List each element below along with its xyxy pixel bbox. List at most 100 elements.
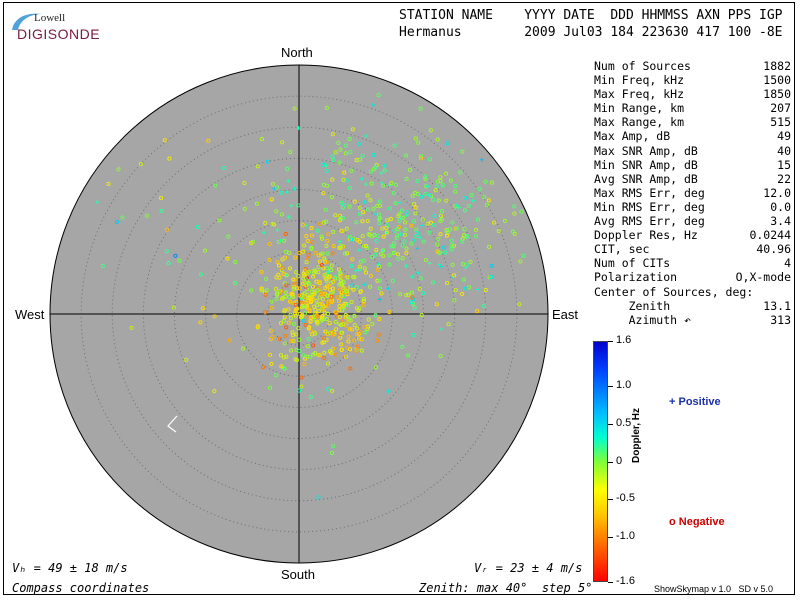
positive-source-marker [262,230,267,235]
negative-source-marker [291,277,296,282]
negative-source-marker [387,262,392,267]
negative-source-marker [352,275,357,280]
negative-source-marker [291,294,296,299]
negative-source-marker [144,213,149,218]
colorbar-tick-label: -1.6 [616,575,635,587]
negative-source-marker [438,354,443,359]
negative-source-marker [293,302,298,307]
negative-source-marker [222,165,227,171]
negative-source-marker [116,167,121,172]
colorbar-tick-label: -1.0 [616,530,635,542]
negative-source-marker [330,154,335,159]
negative-source-marker [303,322,308,327]
negative-source-marker [361,210,366,215]
negative-source-marker [512,211,517,216]
negative-source-marker [336,298,342,303]
negative-source-marker [363,270,368,275]
stat-label: Center of Sources, deg: [594,284,754,299]
negative-source-marker [349,299,354,304]
negative-source-marker [356,142,361,147]
negative-source-marker [249,288,254,293]
negative-source-marker [349,237,354,242]
negative-source-marker [321,220,326,225]
negative-source-marker [280,265,285,271]
negative-source-marker [444,198,449,203]
negative-source-marker [306,336,311,341]
negative-source-marker [468,259,473,264]
negative-source-marker [434,302,439,307]
logo-digisonde-text: DIGISONDE [17,26,101,42]
negative-source-marker [392,228,397,233]
negative-source-marker [346,334,351,339]
negative-source-marker [309,233,315,238]
negative-source-marker [288,316,294,321]
negative-source-marker [392,241,397,246]
stat-label: Max SNR Amp, dB [594,143,698,158]
negative-source-marker [293,313,298,318]
negative-source-marker [298,315,304,320]
negative-source-marker [164,249,169,254]
negative-source-marker [325,238,330,243]
negative-source-marker [305,344,310,349]
stat-label: Max Amp, dB [594,129,671,144]
negative-source-marker [315,314,320,319]
negative-source-marker [461,262,466,267]
positive-source-marker [362,200,367,205]
negative-source-marker [337,314,342,320]
negative-source-marker [328,330,333,336]
negative-source-marker [368,284,373,289]
negative-source-marker [296,203,301,208]
negative-source-marker [336,140,341,145]
negative-source-marker [325,361,331,366]
negative-source-marker [304,234,309,239]
negative-source-marker [415,178,420,184]
negative-source-marker [309,226,314,231]
negative-source-marker [371,206,376,211]
negative-source-marker [345,275,350,280]
negative-source-marker [325,311,331,316]
negative-source-marker [275,292,280,297]
compass-north: North [281,45,313,60]
negative-source-marker [477,187,482,192]
negative-source-marker [344,345,349,350]
negative-source-marker [293,307,299,312]
negative-source-marker [318,221,323,227]
negative-source-marker [483,179,488,184]
colorbar-tick-mark [608,537,613,538]
negative-source-marker [301,304,306,309]
negative-source-marker [339,330,344,335]
negative-source-marker [302,269,307,274]
negative-source-marker [329,263,334,268]
negative-source-marker [389,181,394,186]
negative-source-marker [326,387,331,392]
negative-source-marker [489,263,494,268]
negative-source-marker [296,326,301,331]
negative-source-marker [317,352,323,357]
negative-source-marker [278,289,283,294]
negative-source-marker [315,321,320,326]
stat-label: Num of CITs [594,256,671,271]
negative-source-marker [302,273,307,278]
negative-source-marker [270,221,275,226]
negative-source-marker [195,225,200,230]
stat-row: Max RMS Err, deg 12.0 [594,186,791,200]
negative-source-marker [177,258,182,263]
negative-source-marker [421,239,426,244]
negative-source-marker [425,221,430,226]
negative-source-marker [380,226,385,231]
negative-source-marker [412,305,417,310]
negative-source-marker [391,190,396,196]
negative-source-marker [283,249,288,254]
negative-source-marker [445,141,450,146]
negative-source-marker [306,256,311,262]
negative-source-marker [404,292,409,297]
negative-source-marker [333,213,338,218]
negative-source-marker [379,291,384,296]
vertical-velocity: Vᵣ = 23 ± 4 m/s [474,561,583,575]
negative-source-marker [404,246,409,251]
negative-source-marker [138,161,143,167]
stats-panel: Num of Sources 1882 Min Freq, kHz 1500 Max F… [594,59,791,327]
negative-source-marker [202,248,208,253]
negative-source-marker [331,444,336,449]
negative-source-marker [435,242,440,247]
